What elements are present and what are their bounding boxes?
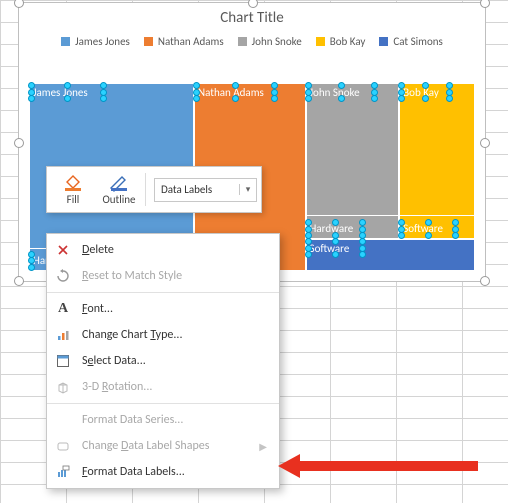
legend-item: Nathan Adams — [144, 35, 224, 48]
label-selection — [308, 241, 362, 254]
legend-swatch — [238, 37, 247, 46]
menu-item-fdl[interactable]: Format Data Labels... — [47, 459, 279, 485]
resize-handle[interactable] — [480, 138, 490, 148]
legend-swatch — [61, 37, 70, 46]
menu-separator — [47, 292, 279, 293]
resize-handle[interactable] — [480, 276, 490, 286]
label-selection — [308, 85, 374, 98]
chart-legend[interactable]: James Jones Nathan Adams John Snoke Bob … — [19, 29, 485, 56]
treemap-tile[interactable]: Software — [399, 215, 475, 239]
resize-handle[interactable] — [14, 276, 24, 286]
legend-item: John Snoke — [238, 35, 302, 48]
chart-icon — [53, 326, 73, 344]
menu-item-seldata[interactable]: Select Data... — [47, 348, 279, 374]
labels-icon — [53, 463, 73, 481]
menu-item-label: Reset to Match Style — [82, 269, 267, 283]
menu-item-reset: Reset to Match Style — [47, 263, 279, 289]
legend-item: James Jones — [61, 35, 130, 48]
submenu-arrow-icon: ▶ — [259, 440, 267, 453]
label-selection — [401, 222, 455, 235]
menu-item-label: 3-D Rotation... — [82, 380, 267, 394]
label-selection — [31, 85, 103, 98]
shape-icon — [53, 437, 73, 455]
combo-value: Data Labels — [155, 183, 239, 196]
legend-label: Cat Simons — [393, 35, 442, 48]
blank-icon — [53, 411, 73, 429]
legend-swatch — [144, 37, 153, 46]
treemap-tile[interactable]: Software — [306, 239, 475, 271]
outline-label: Outline — [102, 193, 135, 206]
toolbar-separator — [145, 173, 146, 206]
menu-item-delete[interactable]: Delete — [47, 237, 279, 263]
legend-label: John Snoke — [252, 35, 302, 48]
menu-item-label: Change Chart Type... — [82, 328, 267, 342]
mini-toolbar: Fill Outline Data Labels ▾ — [46, 166, 262, 213]
A-icon: A — [53, 300, 73, 318]
menu-item-label: Delete — [82, 243, 267, 257]
context-menu: Delete Reset to Match Style A Font... Change… — [46, 233, 280, 489]
menu-item-fds: Format Data Series... — [47, 407, 279, 433]
chevron-down-icon: ▾ — [239, 184, 256, 195]
menu-item-chtype[interactable]: Change Chart Type... — [47, 322, 279, 348]
menu-item-cdls: Change Data Label Shapes ▶ — [47, 433, 279, 459]
label-selection — [196, 85, 274, 98]
outline-button[interactable]: Outline — [97, 171, 141, 208]
legend-item: Bob Kay — [316, 35, 366, 48]
x-icon — [53, 241, 73, 259]
legend-swatch — [316, 37, 325, 46]
legend-label: Nathan Adams — [158, 35, 224, 48]
menu-item-label: Select Data... — [82, 354, 267, 368]
menu-item-label: Font... — [82, 302, 267, 316]
resize-handle[interactable] — [14, 138, 24, 148]
chart-element-combo[interactable]: Data Labels ▾ — [154, 178, 257, 202]
menu-separator — [47, 403, 279, 404]
legend-item: Cat Simons — [379, 35, 442, 48]
menu-item-label: Format Data Series... — [82, 413, 267, 427]
legend-label: James Jones — [75, 35, 130, 48]
seldata-icon — [53, 352, 73, 370]
reset-icon — [53, 267, 73, 285]
label-selection — [401, 85, 449, 98]
treemap-tile[interactable]: Hardware — [306, 215, 400, 239]
fill-button[interactable]: Fill — [51, 171, 95, 208]
legend-swatch — [379, 37, 388, 46]
menu-item-rot3d: 3-D Rotation... — [47, 374, 279, 400]
legend-label: Bob Kay — [330, 35, 366, 48]
menu-item-label: Format Data Labels... — [82, 465, 267, 479]
fill-label: Fill — [67, 193, 80, 206]
label-selection — [308, 222, 362, 235]
cube-icon — [53, 378, 73, 396]
menu-item-font[interactable]: A Font... — [47, 296, 279, 322]
fill-icon — [62, 173, 84, 193]
outline-icon — [108, 173, 130, 193]
menu-item-label: Change Data Label Shapes — [82, 439, 250, 453]
